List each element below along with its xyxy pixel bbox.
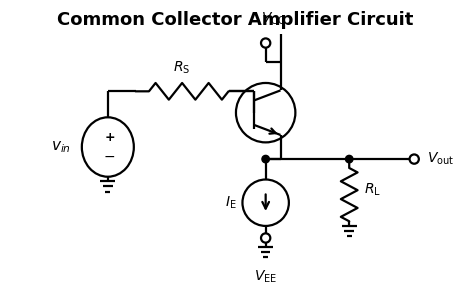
Text: $R_\mathrm{S}$: $R_\mathrm{S}$ [173,60,191,76]
Circle shape [262,155,269,163]
Text: +: + [104,131,115,144]
Circle shape [410,155,419,164]
Circle shape [346,155,353,163]
Text: $V_\mathrm{out}$: $V_\mathrm{out}$ [427,151,455,167]
Title: Common Collector Amplifier Circuit: Common Collector Amplifier Circuit [57,12,413,29]
Text: $\mathit{v}_\mathregular{in}$: $\mathit{v}_\mathregular{in}$ [51,139,71,155]
Circle shape [261,38,270,48]
Text: −: − [104,150,116,164]
Circle shape [261,233,270,243]
Text: $R_\mathrm{L}$: $R_\mathrm{L}$ [364,182,381,198]
Text: $V_\mathrm{CC}$: $V_\mathrm{CC}$ [261,11,285,27]
Text: $I_\mathrm{E}$: $I_\mathrm{E}$ [225,194,236,211]
Text: $V_\mathrm{EE}$: $V_\mathrm{EE}$ [254,269,277,285]
